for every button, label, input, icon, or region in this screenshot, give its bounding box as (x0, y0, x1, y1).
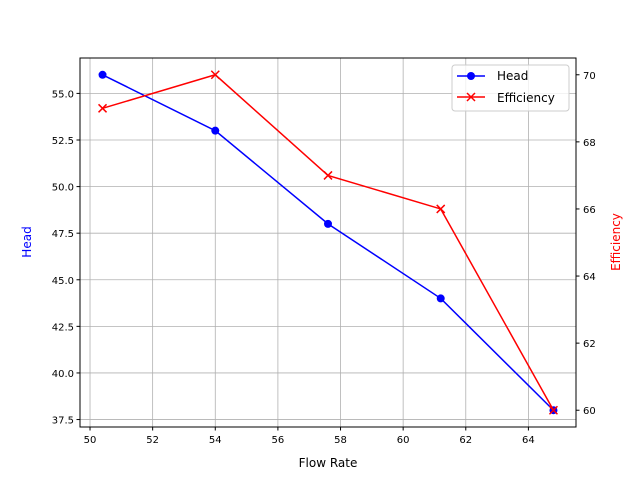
data-point-efficiency (436, 204, 446, 214)
y-tick-label: 40.0 (52, 369, 74, 380)
y-axis-label: Head (20, 226, 34, 257)
y-tick-label: 37.5 (52, 416, 74, 427)
x-tick-label: 56 (272, 435, 285, 446)
data-point-head (436, 294, 445, 303)
x-tick-label: 50 (84, 435, 97, 446)
y2-axis-label: Efficiency (609, 213, 623, 271)
y-tick-label: 55.0 (52, 89, 74, 100)
y2-tick-label: 62 (583, 339, 596, 350)
x-tick-label: 58 (334, 435, 347, 446)
y2-tick-label: 66 (583, 205, 596, 216)
y2-tick-label: 60 (583, 406, 596, 417)
y-tick-label: 45.0 (52, 276, 74, 287)
x-axis-label: Flow Rate (299, 456, 358, 470)
legend-efficiency-marker (466, 92, 476, 102)
legend-efficiency-label: Efficiency (497, 91, 555, 105)
data-point-head (324, 219, 332, 228)
x-tick-label: 52 (146, 435, 159, 446)
y-tick-label: 42.5 (52, 322, 74, 333)
x-tick-label: 54 (209, 435, 222, 446)
x-tick-label: 60 (397, 435, 410, 446)
legend-head-label: Head (497, 69, 528, 83)
legend-head-marker (467, 72, 475, 80)
grid (80, 58, 576, 427)
data-point-head (211, 126, 220, 135)
data-point-efficiency (98, 103, 108, 113)
series-line-efficiency (102, 73, 555, 411)
ticks: 50 52 54 56 58 60 62 64 37.5 40.0 42.5 45.0 47.5 50.0… (52, 71, 596, 446)
data-point-head (98, 70, 107, 79)
plot-frame (79, 57, 577, 428)
x-tick-label: 62 (459, 435, 472, 446)
y-tick-label: 52.5 (52, 136, 74, 147)
x-tick-label: 64 (522, 435, 535, 446)
legend: Head Efficiency (451, 64, 570, 112)
series-lines (98, 70, 558, 415)
y2-tick-label: 64 (583, 272, 596, 283)
y2-tick-label: 70 (583, 71, 596, 82)
y2-tick-label: 68 (583, 138, 596, 149)
data-point-efficiency (210, 70, 220, 80)
data-point-efficiency (548, 405, 558, 415)
y-tick-label: 50.0 (52, 183, 74, 194)
y-tick-label: 47.5 (52, 229, 74, 240)
data-point-efficiency (323, 170, 333, 180)
series-line-head (102, 74, 554, 411)
